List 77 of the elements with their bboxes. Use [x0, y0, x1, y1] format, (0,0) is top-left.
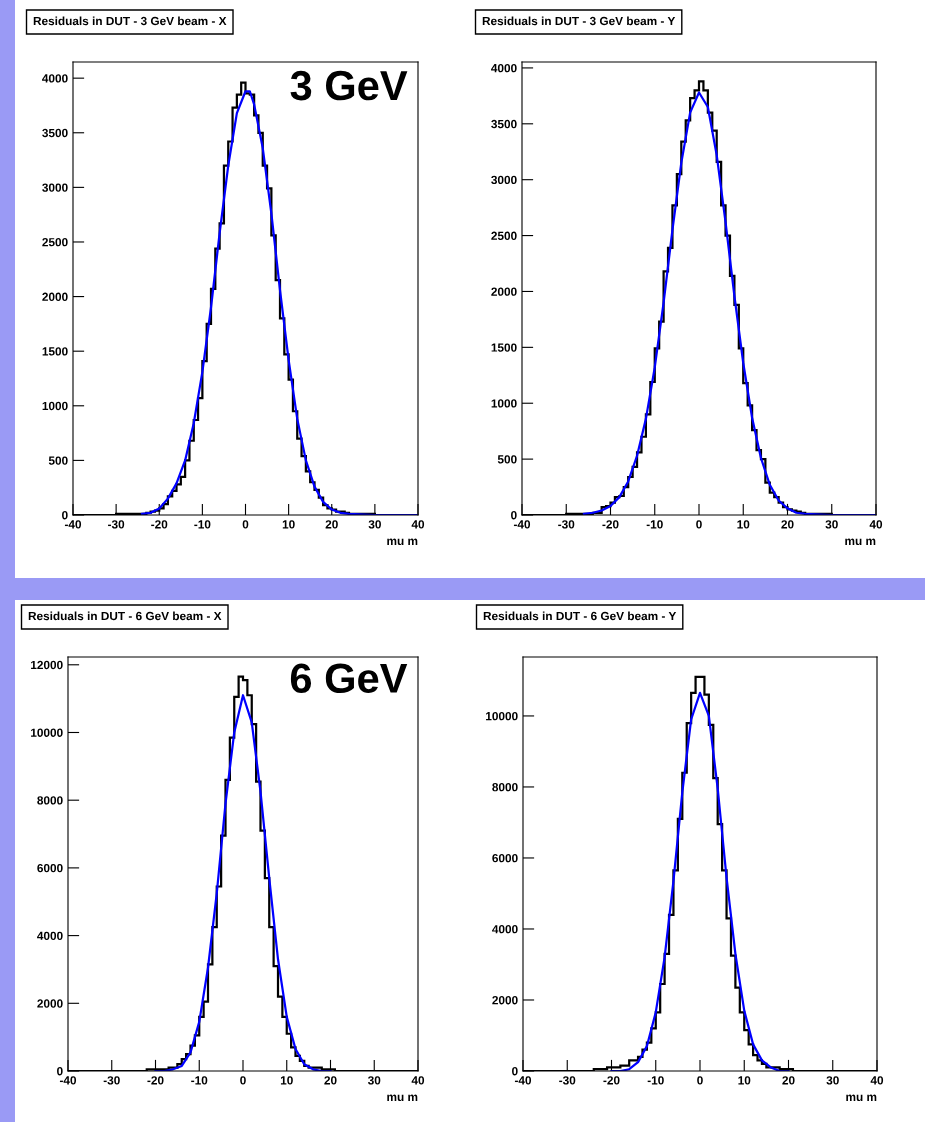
x-tick-label: -10 [191, 1076, 208, 1085]
y-tick-label: 4000 [42, 74, 68, 83]
y-tick-label: 2500 [491, 231, 517, 240]
y-tick-label: 8000 [37, 796, 63, 805]
x-tick-label: 20 [325, 520, 338, 529]
y-tick-label: 0 [511, 511, 517, 520]
x-tick-label: -30 [103, 1076, 120, 1085]
x-axis-title: mu m [387, 538, 418, 546]
x-axis-title: mu m [846, 1094, 877, 1102]
y-tick-label: 4000 [492, 925, 518, 934]
x-axis-title: mu m [845, 538, 876, 546]
y-tick-label: 2000 [492, 996, 518, 1005]
y-tick-label: 500 [48, 456, 68, 465]
x-tick-label: -40 [513, 520, 531, 529]
y-tick-label: 8000 [492, 782, 518, 792]
x-tick-label: 40 [869, 520, 883, 529]
x-tick-label: 10 [282, 520, 295, 529]
y-tick-label: 1000 [491, 399, 517, 408]
y-tick-label: 12000 [31, 660, 63, 670]
x-tick-label: 20 [782, 1076, 795, 1085]
y-tick-label: 3000 [42, 183, 68, 192]
x-tick-label: 40 [411, 520, 425, 529]
x-tick-label: 0 [242, 520, 249, 529]
y-tick-label: 2000 [37, 999, 63, 1008]
x-tick-label: 20 [324, 1076, 337, 1085]
y-tick-label: 10000 [486, 711, 518, 721]
y-tick-label: 4000 [37, 931, 63, 940]
y-tick-label: 10000 [31, 728, 63, 737]
x-tick-label: 10 [280, 1076, 293, 1085]
chart-title: Residuals in DUT - 6 GeV beam - X [28, 611, 222, 621]
y-tick-label: 3500 [491, 119, 517, 129]
y-tick-label: 0 [512, 1067, 518, 1076]
chart-title: Residuals in DUT - 3 GeV beam - X [33, 16, 227, 26]
annotation: 6 GeV [290, 663, 408, 694]
x-tick-label: 20 [781, 520, 794, 529]
x-tick-label: -40 [64, 520, 82, 529]
x-tick-label: 40 [870, 1076, 884, 1085]
chart-title: Residuals in DUT - 6 GeV beam - Y [483, 611, 677, 621]
x-tick-label: 30 [826, 1076, 839, 1085]
x-tick-label: 0 [696, 520, 702, 529]
y-tick-label: 2500 [42, 238, 68, 247]
x-tick-label: -20 [602, 520, 619, 529]
x-tick-label: 30 [368, 520, 381, 529]
y-tick-label: 6000 [492, 854, 518, 863]
x-tick-label: -40 [59, 1076, 77, 1085]
x-tick-label: -10 [194, 520, 211, 529]
x-tick-label: 0 [240, 1076, 246, 1085]
annotation: 3 GeV [290, 70, 408, 101]
x-tick-label: -30 [558, 520, 575, 529]
x-tick-label: -20 [603, 1076, 620, 1085]
x-tick-label: 30 [825, 520, 838, 529]
x-tick-label: -20 [147, 1076, 164, 1085]
x-axis-title: mu m [387, 1094, 418, 1102]
y-tick-label: 0 [62, 511, 68, 520]
y-tick-label: 1500 [491, 343, 517, 352]
y-tick-label: 1500 [42, 347, 68, 356]
y-tick-label: 6000 [37, 863, 63, 873]
y-tick-label: 3500 [42, 128, 68, 138]
y-tick-label: 500 [497, 455, 517, 464]
y-tick-label: 0 [57, 1067, 63, 1076]
x-tick-label: 10 [738, 1076, 751, 1085]
y-tick-label: 2000 [42, 292, 68, 301]
x-tick-label: -20 [151, 520, 168, 529]
x-tick-label: 30 [367, 1076, 381, 1085]
y-tick-label: 1000 [42, 401, 68, 411]
x-tick-label: -30 [108, 520, 125, 529]
y-tick-label: 2000 [491, 287, 517, 296]
x-tick-label: -30 [559, 1076, 576, 1085]
y-tick-label: 3000 [491, 175, 517, 185]
x-tick-label: -10 [646, 520, 663, 529]
y-tick-label: 4000 [491, 63, 517, 73]
x-tick-label: -40 [514, 1076, 532, 1085]
x-tick-label: 10 [737, 520, 750, 529]
x-tick-label: 0 [697, 1076, 703, 1085]
x-tick-label: -10 [647, 1076, 664, 1085]
x-tick-label: 40 [411, 1076, 425, 1085]
chart-title: Residuals in DUT - 3 GeV beam - Y [482, 16, 676, 26]
